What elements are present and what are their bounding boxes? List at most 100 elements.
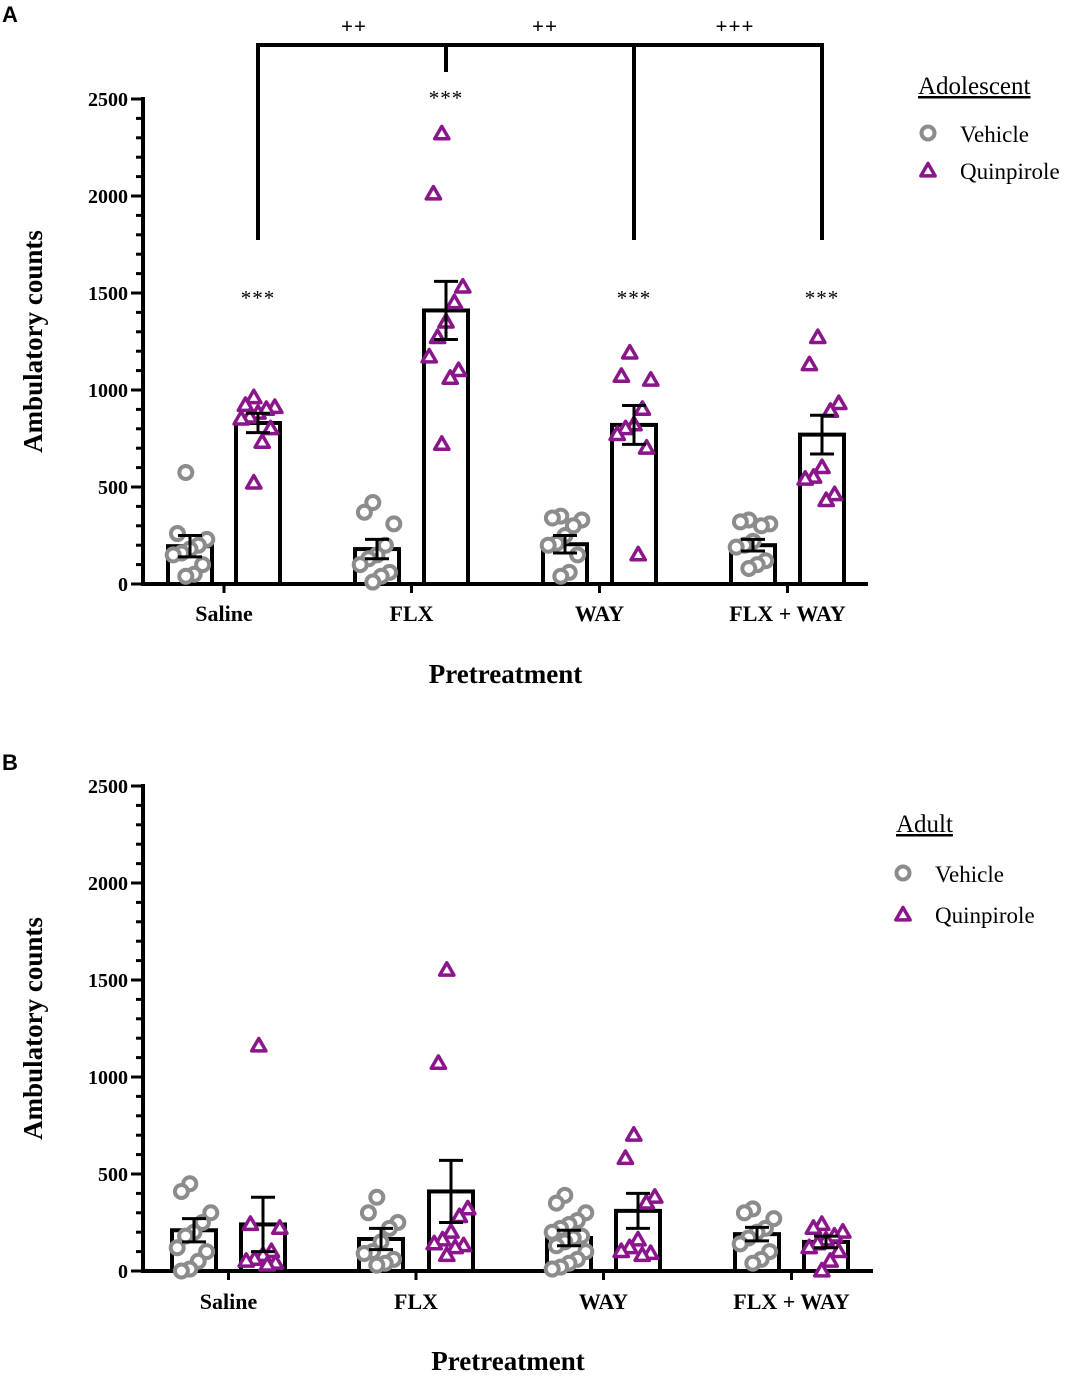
- data-point-quinpirole: [437, 961, 456, 977]
- data-point-quinpirole: [645, 1188, 664, 1204]
- y-tick-label: 1000: [88, 1067, 128, 1089]
- data-point-vehicle: [543, 1223, 561, 1241]
- data-point-vehicle: [177, 463, 195, 481]
- data-point-quinpirole: [637, 438, 656, 455]
- panel-label: A: [2, 2, 18, 27]
- y-tick-label: 1000: [88, 380, 128, 402]
- data-point-quinpirole: [821, 1252, 840, 1268]
- data-point-quinpirole: [236, 396, 255, 413]
- data-point-quinpirole: [633, 400, 652, 417]
- data-point-vehicle: [168, 1239, 186, 1257]
- x-category-label: Saline: [200, 1289, 258, 1314]
- data-point-quinpirole: [449, 361, 468, 378]
- data-point-quinpirole: [825, 485, 844, 502]
- data-point-quinpirole: [458, 1199, 477, 1216]
- data-point-quinpirole: [270, 1219, 289, 1235]
- x-category-label: Saline: [195, 601, 253, 626]
- legend-title: Adult: [896, 811, 953, 838]
- data-point-quinpirole: [232, 409, 251, 426]
- data-point-quinpirole: [420, 347, 439, 364]
- data-point-quinpirole: [813, 458, 831, 475]
- legend-marker-circle: [919, 124, 937, 142]
- data-point-quinpirole: [616, 419, 635, 436]
- data-point-quinpirole: [249, 1036, 268, 1053]
- data-point-quinpirole: [453, 277, 472, 294]
- data-point-quinpirole: [624, 1125, 643, 1142]
- data-point-quinpirole: [445, 293, 464, 310]
- data-point-quinpirole: [608, 425, 627, 442]
- data-point-quinpirole: [425, 1234, 444, 1251]
- data-point-vehicle: [364, 573, 382, 591]
- data-point-vehicle: [164, 546, 182, 564]
- data-point-quinpirole: [616, 1149, 635, 1166]
- data-point-vehicle: [168, 525, 186, 543]
- significance-stars: ***: [805, 286, 840, 310]
- data-point-vehicle: [744, 1254, 762, 1272]
- data-point-quinpirole: [829, 1242, 848, 1259]
- data-point-vehicle: [543, 1260, 561, 1278]
- data-point-vehicle: [177, 567, 195, 585]
- significance-stars: ***: [429, 86, 464, 110]
- y-tick-label: 1500: [88, 970, 128, 992]
- data-point-quinpirole: [432, 435, 451, 451]
- x-category-label: FLX + WAY: [733, 1289, 850, 1314]
- data-point-vehicle: [569, 546, 587, 564]
- bracket-label: ++: [341, 14, 367, 38]
- y-tick-label: 2000: [88, 873, 128, 895]
- data-point-quinpirole: [612, 367, 631, 384]
- data-point-vehicle: [539, 536, 557, 554]
- legend-marker-triangle: [894, 905, 912, 922]
- legend-marker-circle: [894, 864, 912, 882]
- data-point-quinpirole: [437, 1246, 456, 1263]
- data-point-quinpirole: [829, 394, 848, 411]
- data-point-quinpirole: [620, 343, 639, 360]
- bracket-label: +++: [716, 14, 755, 38]
- comparison-bracket: [256, 43, 824, 240]
- data-point-quinpirole: [429, 1054, 448, 1071]
- x-category-label: FLX + WAY: [729, 601, 846, 626]
- data-point-quinpirole: [812, 1261, 831, 1278]
- data-point-quinpirole: [432, 124, 451, 141]
- legend-title: Adolescent: [918, 73, 1031, 100]
- data-point-vehicle: [547, 1194, 565, 1212]
- data-point-vehicle: [355, 503, 373, 521]
- data-point-vehicle: [752, 517, 770, 535]
- y-tick-label: 500: [98, 1164, 128, 1186]
- data-point-quinpirole: [808, 328, 827, 345]
- data-point-quinpirole: [800, 355, 819, 372]
- legend-entry-label: Vehicle: [935, 862, 1004, 887]
- y-tick-label: 500: [98, 477, 128, 499]
- data-point-quinpirole: [241, 1215, 260, 1232]
- data-point-vehicle: [355, 1245, 373, 1263]
- data-point-vehicle: [543, 509, 561, 527]
- y-tick-label: 0: [118, 574, 128, 596]
- x-category-label: WAY: [579, 1289, 628, 1314]
- data-point-quinpirole: [629, 545, 648, 562]
- data-point-quinpirole: [612, 1242, 631, 1259]
- significance-stars: ***: [617, 286, 652, 310]
- data-point-vehicle: [368, 1256, 386, 1274]
- data-point-vehicle: [385, 515, 403, 533]
- legend-entry-label: Quinpirole: [960, 159, 1060, 184]
- panel-label: B: [2, 750, 18, 775]
- data-point-quinpirole: [244, 388, 263, 405]
- data-point-quinpirole: [796, 469, 815, 486]
- data-point-quinpirole: [446, 1238, 465, 1255]
- legend-marker-triangle: [919, 161, 937, 178]
- data-point-quinpirole: [261, 419, 280, 436]
- legend-entry-label: Vehicle: [960, 122, 1029, 147]
- data-point-vehicle: [351, 556, 369, 574]
- x-category-label: WAY: [575, 601, 624, 626]
- data-point-quinpirole: [800, 1238, 819, 1255]
- data-point-vehicle: [735, 1204, 753, 1222]
- data-point-vehicle: [359, 1204, 377, 1222]
- data-point-vehicle: [368, 1188, 386, 1206]
- data-point-quinpirole: [633, 1246, 652, 1263]
- data-point-quinpirole: [637, 1193, 656, 1210]
- y-axis-title: Ambulatory counts: [18, 230, 48, 453]
- significance-stars: ***: [241, 286, 276, 310]
- x-axis-title: Pretreatment: [431, 1346, 584, 1376]
- data-point-quinpirole: [629, 1230, 647, 1247]
- x-category-label: FLX: [394, 1289, 438, 1314]
